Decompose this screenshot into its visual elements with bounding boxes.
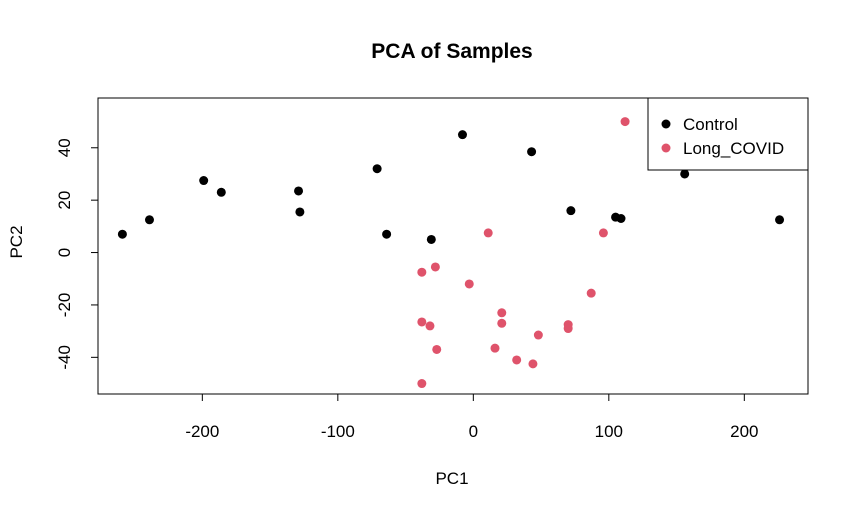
y-tick-label: 40 <box>55 138 74 157</box>
point-control <box>527 147 537 157</box>
point-long-covid <box>598 228 608 238</box>
point-long-covid <box>432 344 442 354</box>
point-control <box>616 213 626 223</box>
point-long-covid <box>528 359 538 369</box>
point-long-covid <box>620 117 630 127</box>
legend-label-long-covid: Long_COVID <box>683 139 784 158</box>
x-axis: -200 -100 0 100 200 <box>185 394 759 441</box>
point-long-covid <box>464 279 474 289</box>
x-tick-label: -200 <box>185 422 219 441</box>
point-control <box>294 186 304 196</box>
point-control <box>216 187 226 197</box>
legend-marker-control <box>661 119 671 129</box>
legend-label-control: Control <box>683 115 738 134</box>
point-control <box>295 207 305 217</box>
plot-frame <box>97 97 809 395</box>
legend: Control Long_COVID <box>647 97 809 171</box>
y-axis-label: PC2 <box>7 225 26 258</box>
point-control <box>382 229 392 239</box>
legend-box <box>647 97 809 171</box>
point-control <box>144 215 154 225</box>
y-tick-label: 20 <box>55 191 74 210</box>
point-long-covid <box>497 318 507 328</box>
chart-title: PCA of Samples <box>371 40 532 63</box>
point-control <box>775 215 785 225</box>
data-points <box>117 117 785 389</box>
point-long-covid <box>483 228 493 238</box>
x-tick-label: 0 <box>469 422 478 441</box>
legend-marker-long-covid <box>661 143 671 153</box>
point-control <box>457 130 467 140</box>
point-control <box>566 206 576 216</box>
point-long-covid <box>563 324 573 334</box>
point-long-covid <box>533 330 543 340</box>
point-long-covid <box>512 355 522 365</box>
x-tick-label: 200 <box>730 422 758 441</box>
point-long-covid <box>490 343 500 353</box>
x-axis-label: PC1 <box>435 469 468 488</box>
y-tick-label: -40 <box>55 345 74 370</box>
point-control <box>680 169 690 179</box>
point-long-covid <box>497 308 507 318</box>
y-tick-label: -20 <box>55 293 74 318</box>
x-tick-label: 100 <box>595 422 623 441</box>
point-long-covid <box>425 321 435 331</box>
x-tick-label: -100 <box>321 422 355 441</box>
point-long-covid <box>586 288 596 298</box>
point-control <box>372 164 382 174</box>
point-long-covid <box>417 317 427 327</box>
y-axis: -40 -20 0 20 40 <box>55 138 98 370</box>
point-long-covid <box>417 379 427 389</box>
point-control <box>426 234 436 244</box>
point-long-covid <box>430 262 440 272</box>
y-tick-label: 0 <box>55 248 74 257</box>
point-control <box>117 229 127 239</box>
point-control <box>199 176 209 186</box>
point-long-covid <box>417 267 427 277</box>
